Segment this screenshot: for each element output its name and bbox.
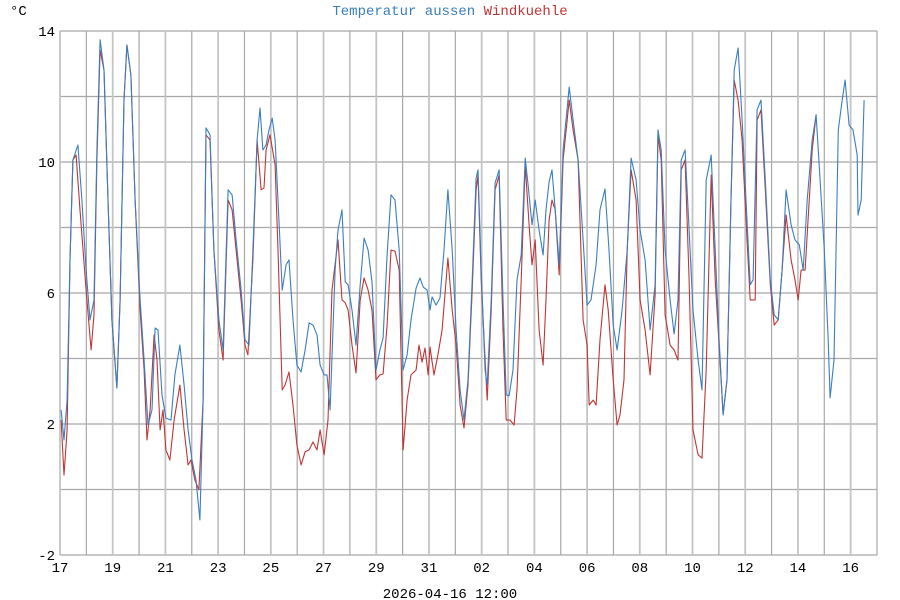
y-tick-label: -2: [38, 549, 55, 565]
series-line-windkuehle: [60, 44, 817, 491]
y-axis-unit-label: °C: [10, 4, 27, 20]
series-line-temperatur-aussen: [60, 39, 865, 521]
x-tick-label: 31: [421, 561, 438, 577]
y-tick-label: 10: [38, 156, 55, 172]
x-tick-label: 17: [52, 561, 69, 577]
title-series-windchill: Windkuehle: [484, 4, 568, 20]
x-tick-label: 27: [315, 561, 332, 577]
x-tick-label: 14: [790, 561, 807, 577]
x-tick-label: 29: [368, 561, 385, 577]
y-tick-labels: 14 10 6 2 -2: [38, 25, 55, 565]
y-tick-label: 14: [38, 25, 55, 41]
series-lines: [60, 39, 865, 521]
x-tick-label: 16: [842, 561, 859, 577]
x-tick-label: 06: [579, 561, 596, 577]
grid: [59, 30, 878, 556]
x-tick-label: 23: [210, 561, 227, 577]
x-tick-label: 04: [526, 561, 543, 577]
chart-title: Temperatur aussen Windkuehle: [332, 4, 567, 20]
x-tick-label: 19: [104, 561, 121, 577]
x-tick-label: 08: [631, 561, 648, 577]
x-tick-label: 12: [737, 561, 754, 577]
x-tick-label: 25: [262, 561, 279, 577]
x-tick-label: 21: [157, 561, 174, 577]
y-tick-label: 6: [47, 287, 55, 303]
x-tick-labels: 17 19 21 23 25 27 29 31 02 04 06 08 10 12 14 16: [52, 561, 859, 577]
x-tick-label: 10: [684, 561, 701, 577]
x-tick-label: 02: [473, 561, 490, 577]
y-tick-label: 2: [47, 418, 55, 434]
x-axis-timestamp-label: 2026-04-16 12:00: [383, 587, 517, 600]
title-series-temperature: Temperatur aussen: [332, 4, 475, 20]
